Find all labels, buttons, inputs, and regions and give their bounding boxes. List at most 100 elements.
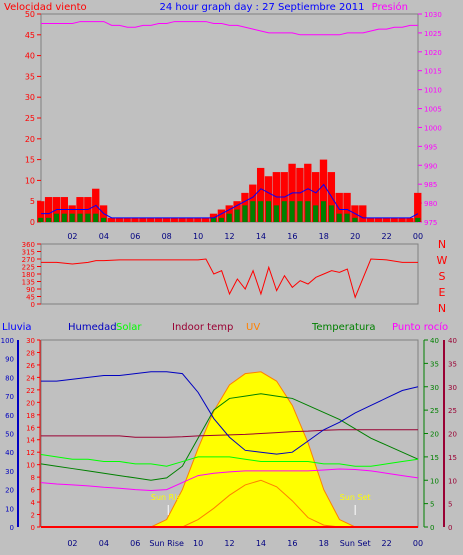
wind-avg-bar [336,213,342,222]
temperature-y-tick-label: 10 [430,477,439,485]
dewpoint-y-tick-label: 25 [448,407,457,415]
humidity-y-tick-label: 80 [5,374,14,382]
wind-avg-bar [273,205,279,222]
wind-speed-bar [123,217,131,222]
compass-n-bottom: N [438,302,446,315]
wind-speed-bar [147,217,155,222]
dewpoint-y-tick-label: 0 [448,524,452,532]
pressure-y-tick-label: 1005 [424,106,442,114]
wind-x-tick-label: 10 [193,232,203,241]
wind-speed-bar [154,217,163,222]
pressure-y-tick-label: 1000 [424,124,442,132]
pressure-y-tick-label: 1010 [424,87,442,95]
rain-y-tick-label: 10 [26,462,35,470]
wind-x-tick-label: 22 [381,232,391,241]
wind-y-tick-label: 25 [25,114,35,123]
humidity-y-tick-label: 10 [5,505,14,513]
wind-y-tick-label: 50 [25,10,35,19]
wind-x-tick-label: 20 [350,232,360,241]
wind-x-tick-label: 12 [224,232,234,241]
wind-avg-bar [344,213,350,222]
rain-y-tick-label: 4 [31,499,36,507]
wind-speed-bar [398,217,406,222]
wind-y-tick-label: 15 [25,156,35,165]
wind-speed-bar [359,205,367,222]
wind-y-tick-label: 35 [25,72,35,81]
direction-y-tick-label: 270 [22,256,35,264]
dewpoint-y-tick-label: 10 [448,477,457,485]
wind-avg-bar [38,217,44,222]
wind-avg-bar [53,213,60,222]
wind-speed-bar [44,197,53,222]
wind-avg-bar [226,213,232,222]
wind-speed-bar [374,217,383,222]
pressure-line [41,21,418,36]
dewpoint-y-tick-label: 30 [448,384,457,392]
direction-y-tick-label: 90 [26,286,35,294]
wind-avg-bar [69,213,75,222]
wind-y-tick-label: 10 [25,176,35,185]
wind-x-tick-label: 04 [99,232,109,241]
main-x-tick-label: 22 [381,539,391,548]
sunrise-marker-label: Sun Rise [151,493,186,502]
wind-speed-bar [264,176,273,222]
wind-speed-bar [256,167,265,222]
compass-e: E [439,286,446,299]
wind-avg-bar [61,213,67,222]
legend-uv: UV [246,322,260,333]
legend-temperatura: Temperatura [311,322,376,333]
wind-speed-bar [406,217,414,222]
direction-y-tick-label: 0 [31,301,35,309]
legend-lluvia: Lluvia [2,322,32,333]
wind-speed-bar [335,192,343,222]
dewpoint-y-tick-label: 5 [448,501,452,509]
pressure-y-tick-label: 975 [424,219,437,227]
rain-y-tick-label: 28 [26,349,35,357]
main-x-tick-label: Sun Set [340,539,371,548]
direction-y-tick-label: 315 [22,249,35,257]
wind-x-tick-label: 14 [256,232,266,241]
main-x-tick-label: 12 [224,539,234,548]
humidity-y-tick-label: 90 [5,356,14,364]
pressure-y-tick-label: 995 [424,143,437,151]
compass-n-top: N [438,238,446,251]
compass-w: W [437,254,448,267]
temperature-y-tick-label: 25 [430,407,439,415]
wind-y-tick-label: 5 [30,197,35,206]
wind-speed-bar [37,201,45,222]
temperature-y-tick-label: 30 [430,384,439,392]
wind-avg-bar [210,217,217,222]
direction-y-tick-label: 45 [26,294,35,302]
wind-speed-bar [343,192,351,222]
wind-gust-line [41,183,419,219]
direction-y-tick-label: 360 [22,241,35,249]
wind-avg-bar [258,201,264,222]
rain-y-tick-label: 30 [26,337,35,345]
wind-y-tick-label: 30 [25,93,35,102]
wind-speed-bar [162,217,171,222]
humidity-y-tick-label: 0 [10,524,14,532]
temperature-y-tick-label: 40 [430,337,439,345]
pressure-y-tick-label: 980 [424,200,437,208]
wind-speed-bar [382,217,391,222]
humidity-y-tick-label: 60 [5,412,14,420]
wind-speed-bar [194,217,202,222]
legend-humedad: Humedad [68,322,117,333]
wind-speed-bar [186,217,194,222]
main-x-tick-label: 00 [413,539,423,548]
wind-speed-label: Velocidad viento [4,2,87,13]
pressure-label: Presión [372,1,408,13]
solar-line [40,454,419,467]
legend-indoor-temp: Indoor temp [172,322,233,333]
wind-speed-bar [202,217,210,222]
wind-avg-bar [93,213,99,222]
dewpoint-y-tick-label: 40 [448,337,457,345]
rain-y-tick-label: 6 [31,487,36,495]
wind-speed-bar [296,167,304,222]
wind-avg-bar [46,217,52,222]
pressure-y-tick-label: 1015 [424,68,442,76]
rain-y-tick-label: 2 [31,512,35,520]
dewpoint-y-tick-label: 20 [448,431,457,439]
